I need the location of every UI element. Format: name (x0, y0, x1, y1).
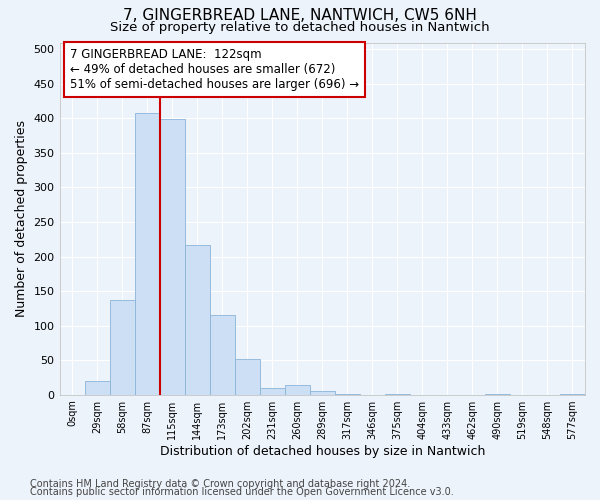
Bar (134, 113, 160, 394)
Bar (260, 388, 285, 394)
Y-axis label: Number of detached properties: Number of detached properties (15, 120, 28, 317)
Text: Contains public sector information licensed under the Open Government Licence v3: Contains public sector information licen… (30, 487, 454, 497)
X-axis label: Distribution of detached houses by size in Nantwich: Distribution of detached houses by size … (160, 444, 485, 458)
Bar (235, 358, 260, 394)
Bar (160, 119, 185, 394)
Bar (285, 385, 310, 394)
Bar (110, 300, 134, 394)
Text: Contains HM Land Registry data © Crown copyright and database right 2024.: Contains HM Land Registry data © Crown c… (30, 479, 410, 489)
Text: Size of property relative to detached houses in Nantwich: Size of property relative to detached ho… (110, 21, 490, 34)
Text: 7, GINGERBREAD LANE, NANTWICH, CW5 6NH: 7, GINGERBREAD LANE, NANTWICH, CW5 6NH (123, 8, 477, 22)
Bar (209, 315, 235, 394)
Text: 7 GINGERBREAD LANE:  122sqm
← 49% of detached houses are smaller (672)
51% of se: 7 GINGERBREAD LANE: 122sqm ← 49% of deta… (70, 48, 359, 91)
Bar (85, 381, 110, 394)
Bar (310, 391, 335, 394)
Bar (185, 246, 209, 394)
